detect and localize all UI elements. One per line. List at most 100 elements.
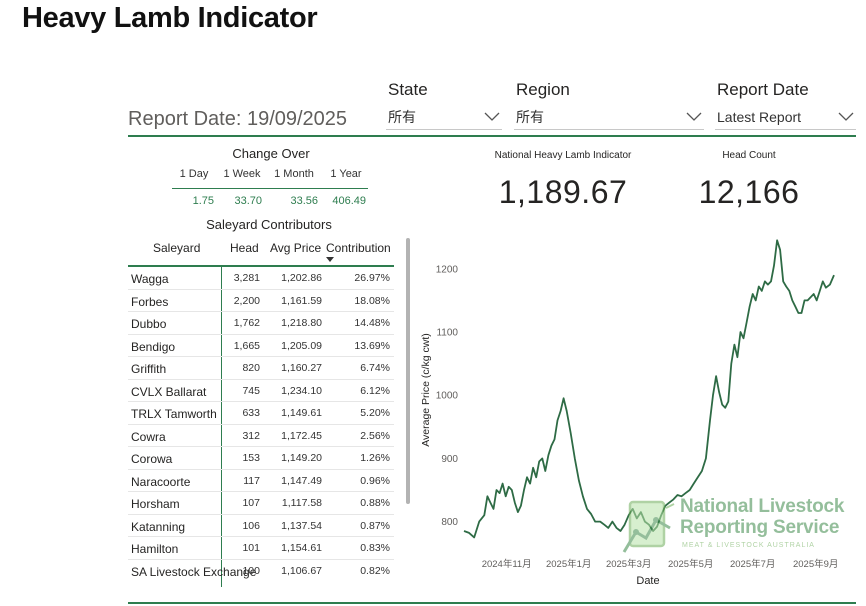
column-header-saleyard[interactable]: Saleyard — [153, 241, 201, 255]
table-row[interactable]: Horsham 107 1,117.58 0.88% — [128, 492, 394, 515]
avg-price-cell: 1,154.61 — [281, 542, 322, 554]
table-row[interactable]: CVLX Ballarat 745 1,234.10 6.12% — [128, 380, 394, 402]
table-row[interactable]: Dubbo 1,762 1,218.80 14.48% — [128, 312, 394, 335]
y-tick-label: 1000 — [436, 391, 459, 402]
region-dropdown[interactable]: 所有 — [514, 104, 704, 130]
state-dropdown-value: 所有 — [388, 108, 416, 125]
change-over-title: Change Over — [232, 146, 310, 161]
avg-price-cell: 1,160.27 — [281, 362, 322, 374]
sort-descending-icon — [326, 257, 334, 262]
saleyard-name-cell: Cowra — [131, 429, 166, 444]
saleyard-name-cell: Katanning — [131, 519, 186, 534]
national-heavy-lamb-indicator-value: 1,189.67 — [498, 174, 628, 210]
region-slicer-label: Region — [516, 80, 570, 99]
head-cell: 1,762 — [233, 317, 260, 329]
report-date-dropdown[interactable]: Latest Report — [715, 104, 856, 130]
head-count-value: 12,166 — [698, 174, 800, 210]
contribution-cell: 6.12% — [360, 384, 390, 397]
table-row[interactable]: Bendigo 1,665 1,205.09 13.69% — [128, 335, 394, 357]
x-tick-label: 2025年9月 — [793, 558, 838, 570]
y-axis-label: Average Price (c/kg cwt) — [420, 333, 432, 447]
table-column-divider — [221, 267, 222, 587]
avg-price-cell: 1,117.58 — [281, 497, 322, 509]
saleyard-name-cell: Corowa — [131, 452, 173, 466]
table-row[interactable]: Forbes 2,200 1,161.59 18.08% — [128, 290, 394, 312]
avg-price-cell: 1,172.45 — [281, 429, 322, 442]
y-tick-label: 1200 — [436, 264, 459, 275]
chevron-down-icon — [686, 112, 702, 121]
contribution-cell: 1.26% — [360, 452, 390, 464]
header-divider — [128, 135, 856, 137]
change-over-col-1year: 1 Year — [330, 168, 362, 180]
state-dropdown[interactable]: 所有 — [386, 104, 502, 130]
saleyard-name-cell: Forbes — [131, 294, 169, 309]
x-axis-label: Date — [636, 575, 659, 587]
head-cell: 117 — [243, 474, 260, 487]
table-row[interactable]: Naracoorte 117 1,147.49 0.96% — [128, 470, 394, 492]
avg-price-cell: 1,202.86 — [281, 272, 322, 284]
region-dropdown-value: 所有 — [516, 108, 544, 125]
nlrs-logo: National Livestock Reporting Service MEA… — [620, 496, 856, 558]
y-tick-label: 800 — [441, 517, 458, 528]
report-date-dropdown-value: Latest Report — [717, 108, 802, 125]
nlrs-logo-line2: Reporting Service — [680, 517, 840, 538]
saleyard-name-cell: Horsham — [131, 497, 180, 511]
nlrs-logo-tagline: MEAT & LIVESTOCK AUSTRALIA — [682, 542, 815, 549]
contribution-cell: 18.08% — [354, 294, 390, 307]
saleyard-name-cell: CVLX Ballarat — [131, 384, 207, 399]
head-cell: 153 — [242, 452, 260, 464]
y-tick-label: 900 — [441, 454, 458, 465]
footer-divider — [128, 602, 856, 604]
column-header-contribution[interactable]: Contribution — [326, 241, 391, 255]
page-title: Heavy Lamb Indicator — [22, 2, 318, 34]
avg-price-cell: 1,161.59 — [281, 294, 322, 307]
avg-price-cell: 1,149.20 — [281, 452, 322, 464]
contribution-cell: 0.87% — [360, 519, 390, 532]
saleyard-name-cell: TRLX Tamworth — [131, 407, 217, 421]
report-date-text: Report Date: 19/09/2025 — [128, 108, 348, 130]
contribution-cell: 2.56% — [360, 429, 390, 442]
head-cell: 100 — [242, 564, 260, 577]
contribution-cell: 13.69% — [354, 339, 390, 352]
column-header-head[interactable]: Head — [230, 241, 259, 255]
head-cell: 3,281 — [233, 272, 260, 284]
table-row[interactable]: Katanning 106 1,137.54 0.87% — [128, 515, 394, 537]
table-row[interactable]: Corowa 153 1,149.20 1.26% — [128, 447, 394, 470]
change-over-val-1month: 33.56 — [290, 195, 318, 207]
avg-price-cell: 1,218.80 — [281, 317, 322, 329]
x-tick-label: 2025年7月 — [730, 558, 775, 570]
nlrs-logo-line1: National Livestock — [680, 496, 845, 517]
table-row[interactable]: Hamilton 101 1,154.61 0.83% — [128, 537, 394, 560]
contribution-cell: 26.97% — [354, 272, 390, 284]
national-heavy-lamb-indicator-label: National Heavy Lamb Indicator — [494, 150, 632, 161]
table-row[interactable]: Griffith 820 1,160.27 6.74% — [128, 357, 394, 380]
head-cell: 745 — [242, 384, 260, 397]
nlrs-logo-icon — [622, 500, 675, 553]
avg-price-cell: 1,147.49 — [281, 474, 322, 487]
saleyard-name-cell: Bendigo — [131, 339, 176, 354]
report-date-slicer-label: Report Date — [717, 80, 809, 99]
price-series-line — [463, 239, 835, 539]
saleyard-name-cell: Wagga — [131, 272, 169, 286]
avg-price-cell: 1,106.67 — [281, 564, 322, 577]
saleyard-name-cell: Dubbo — [131, 317, 167, 331]
state-slicer-label: State — [388, 80, 428, 99]
table-row[interactable]: Cowra 312 1,172.45 2.56% — [128, 425, 394, 447]
change-over-divider — [172, 188, 368, 189]
contribution-cell: 0.82% — [360, 564, 390, 577]
price-line-chart: 800 900 1000 1100 1200 2024年11月 2025年1月 2025年3… — [420, 239, 838, 587]
head-count-label: Head Count — [722, 150, 776, 161]
x-tick-label: 2025年3月 — [606, 558, 651, 570]
table-scrollbar-thumb[interactable] — [406, 238, 410, 504]
change-over-val-1day: 1.75 — [192, 195, 214, 207]
table-row[interactable]: Wagga 3,281 1,202.86 26.97% — [128, 267, 394, 290]
contribution-cell: 5.20% — [360, 407, 390, 419]
head-cell: 633 — [242, 407, 260, 419]
table-row[interactable]: TRLX Tamworth 633 1,149.61 5.20% — [128, 402, 394, 425]
head-cell: 101 — [242, 542, 260, 554]
column-header-avg-price[interactable]: Avg Price — [270, 241, 322, 255]
table-row[interactable]: SA Livestock Exchange 100 1,106.67 0.82% — [128, 560, 394, 580]
saleyard-name-cell: Griffith — [131, 362, 167, 376]
avg-price-cell: 1,137.54 — [281, 519, 322, 532]
head-cell: 1,665 — [233, 339, 260, 352]
